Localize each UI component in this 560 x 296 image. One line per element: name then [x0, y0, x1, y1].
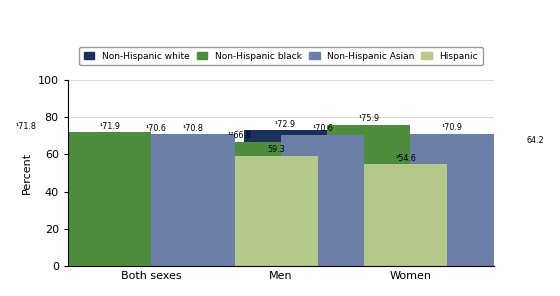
Bar [235, 156, 318, 266]
Text: ¹70.9: ¹70.9 [442, 123, 463, 133]
Text: ¹72.9: ¹72.9 [275, 120, 296, 129]
Text: ¹71.8: ¹71.8 [16, 122, 36, 131]
Text: 64.2: 64.2 [526, 136, 544, 145]
Bar [114, 135, 198, 266]
Text: ²54.6: ²54.6 [395, 154, 416, 163]
Bar [494, 147, 560, 266]
Y-axis label: Percent: Percent [22, 152, 32, 194]
Bar [151, 134, 235, 266]
Bar [68, 132, 151, 266]
Text: ¹²66.8: ¹²66.8 [227, 131, 251, 140]
Bar [0, 132, 68, 266]
Bar [410, 134, 494, 266]
Text: 59.3: 59.3 [267, 145, 285, 154]
Text: ¹70.6: ¹70.6 [312, 124, 333, 133]
Bar [327, 125, 410, 266]
Text: ¹70.8: ¹70.8 [183, 124, 203, 133]
Bar [281, 135, 364, 266]
Text: ¹70.6: ¹70.6 [146, 124, 166, 133]
Text: ¹75.9: ¹75.9 [358, 114, 379, 123]
Bar [364, 164, 447, 266]
Bar [244, 130, 327, 266]
Bar [198, 141, 281, 266]
Text: ¹71.9: ¹71.9 [99, 122, 120, 131]
Legend: Non-Hispanic white, Non-Hispanic black, Non-Hispanic Asian, Hispanic: Non-Hispanic white, Non-Hispanic black, … [79, 47, 483, 65]
